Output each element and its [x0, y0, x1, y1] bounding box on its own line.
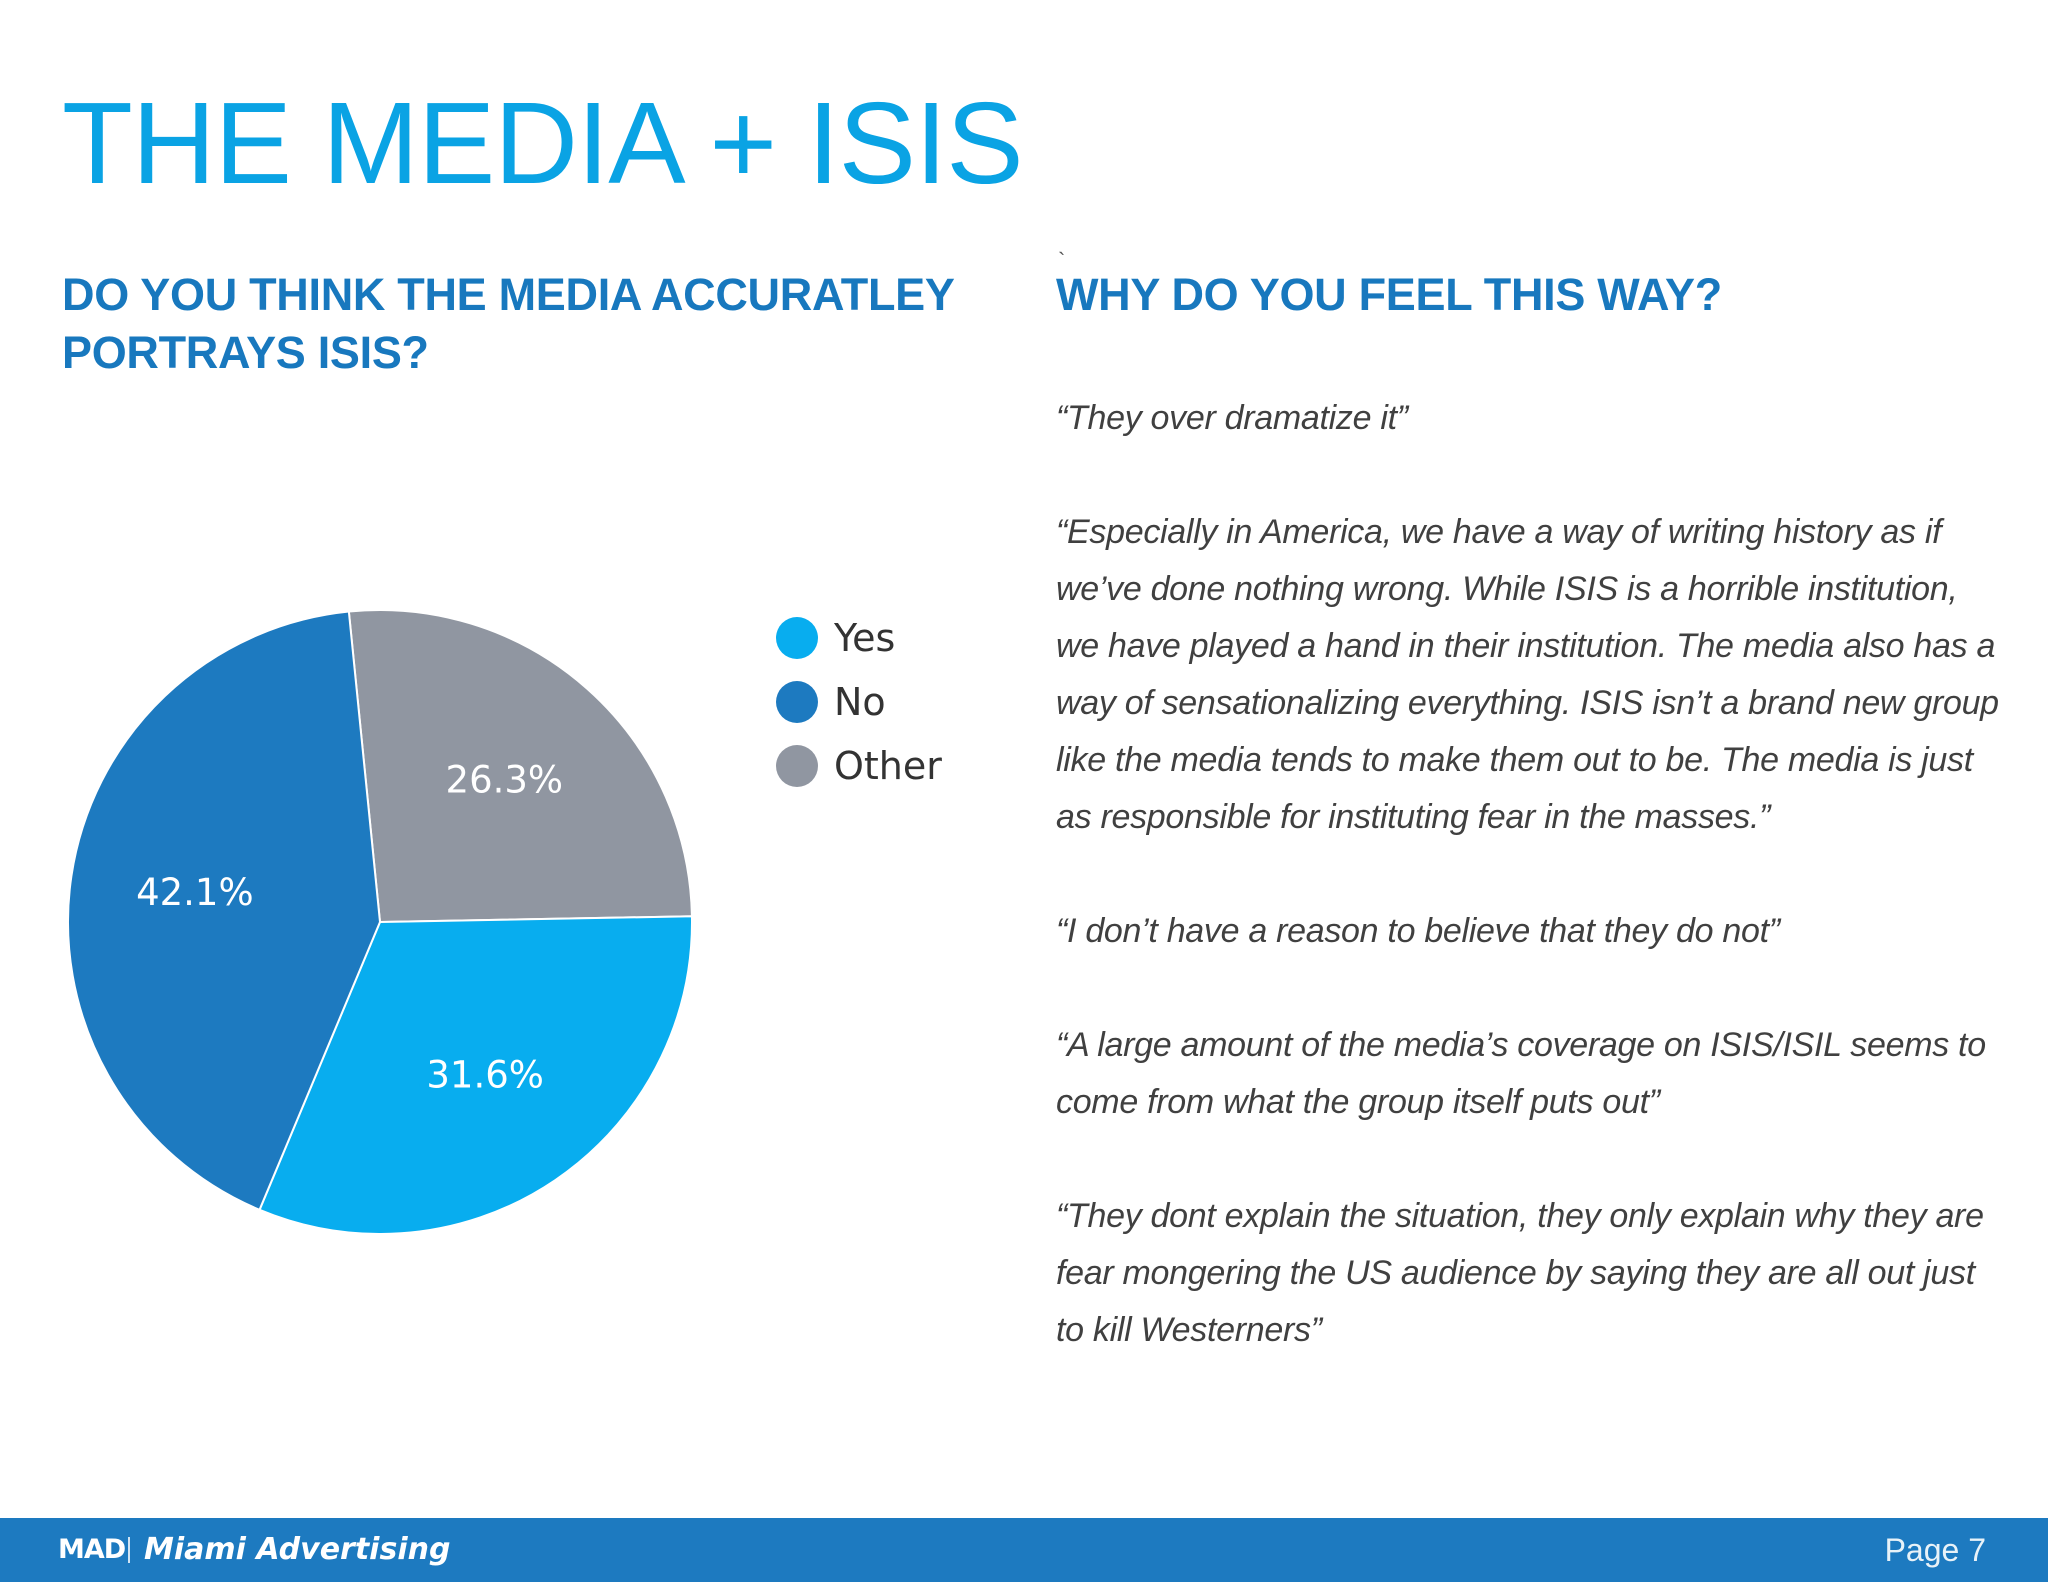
brand-logo: MAD — [58, 1534, 126, 1565]
quotes-list: “They over dramatize it” “Especially in … — [1056, 390, 2006, 1416]
footer-bar: MAD Miami Advertising Page 7 — [0, 1518, 2048, 1582]
quote-item: “I don’t have a reason to believe that t… — [1056, 912, 1780, 950]
legend-label: Yes — [834, 616, 896, 660]
slice-label-no: 42.1% — [136, 871, 254, 914]
legend-item-yes: Yes — [776, 606, 942, 670]
survey-question: DO YOU THINK THE MEDIA ACCURATLEY PORTRA… — [62, 269, 954, 378]
legend-item-no: No — [776, 670, 942, 734]
quote-item: “They dont explain the situation, they o… — [1056, 1197, 1984, 1349]
stray-mark: ` — [1058, 248, 1066, 273]
legend-item-other: Other — [776, 734, 942, 798]
pie-slice-other — [347, 609, 693, 924]
chart-legend: Yes No Other — [776, 606, 942, 798]
pie-slice-no — [67, 610, 382, 1212]
pie-chart: 26.3% 31.6% 42.1% — [67, 609, 693, 1235]
pie-slice-yes — [258, 915, 693, 1235]
quote-item: “They over dramatize it” — [1056, 399, 1408, 437]
page-number: Page 7 — [1884, 1532, 1986, 1568]
page-title: THE MEDIA + ISIS — [62, 78, 1024, 208]
slice-label-other: 26.3% — [446, 759, 564, 802]
quote-item: “A large amount of the media’s coverage … — [1056, 1026, 1986, 1121]
legend-swatch — [776, 617, 818, 659]
brand-name: Miami Advertising — [144, 1532, 451, 1567]
legend-swatch — [776, 681, 818, 723]
quote-item: “Especially in America, we have a way of… — [1056, 513, 1999, 836]
legend-label: Other — [834, 744, 942, 788]
legend-label: No — [834, 680, 886, 724]
legend-swatch — [776, 745, 818, 787]
slice-label-yes: 31.6% — [426, 1053, 544, 1096]
why-heading: WHY DO YOU FEEL THIS WAY? — [1056, 269, 1722, 320]
brand-divider — [128, 1537, 130, 1563]
